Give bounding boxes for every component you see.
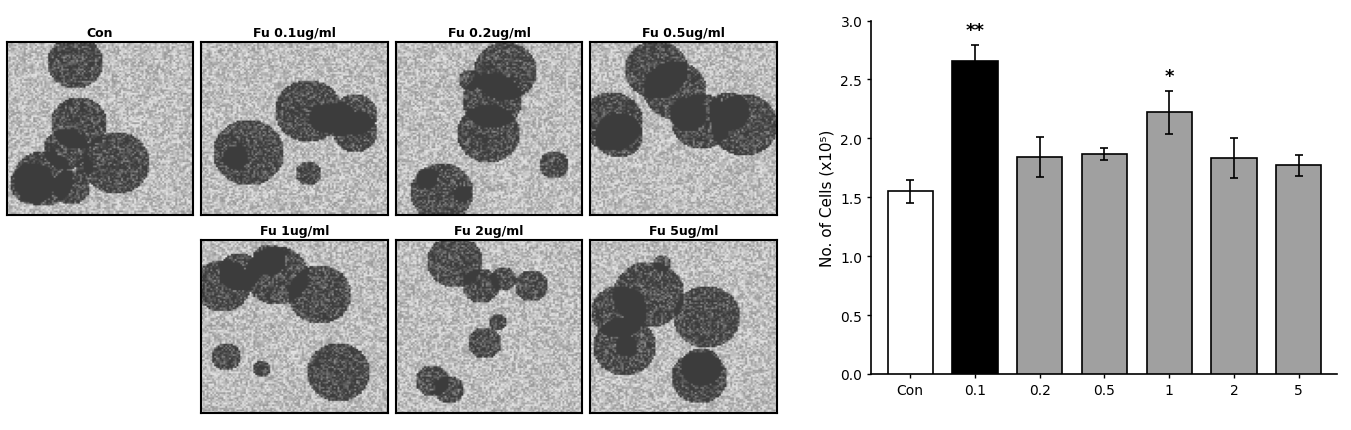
Bar <box>888 192 934 374</box>
Bar <box>1017 158 1062 374</box>
Text: Con: Con <box>86 27 113 40</box>
Text: Fu 5ug/ml: Fu 5ug/ml <box>648 224 719 237</box>
Text: *: * <box>1165 68 1174 86</box>
Bar <box>1212 159 1256 374</box>
Text: Fu 0.5ug/ml: Fu 0.5ug/ml <box>642 27 725 40</box>
Bar <box>1275 166 1321 374</box>
Bar <box>1082 154 1127 374</box>
Text: Fu 1ug/ml: Fu 1ug/ml <box>259 224 330 237</box>
Text: Fu 0.2ug/ml: Fu 0.2ug/ml <box>447 27 531 40</box>
Text: Fu 0.1ug/ml: Fu 0.1ug/ml <box>253 27 336 40</box>
Y-axis label: No. of Cells (x10⁵): No. of Cells (x10⁵) <box>820 129 835 266</box>
Bar <box>1147 113 1192 374</box>
Bar <box>952 61 997 374</box>
Text: Fu 2ug/ml: Fu 2ug/ml <box>454 224 524 237</box>
Text: **: ** <box>966 22 985 40</box>
